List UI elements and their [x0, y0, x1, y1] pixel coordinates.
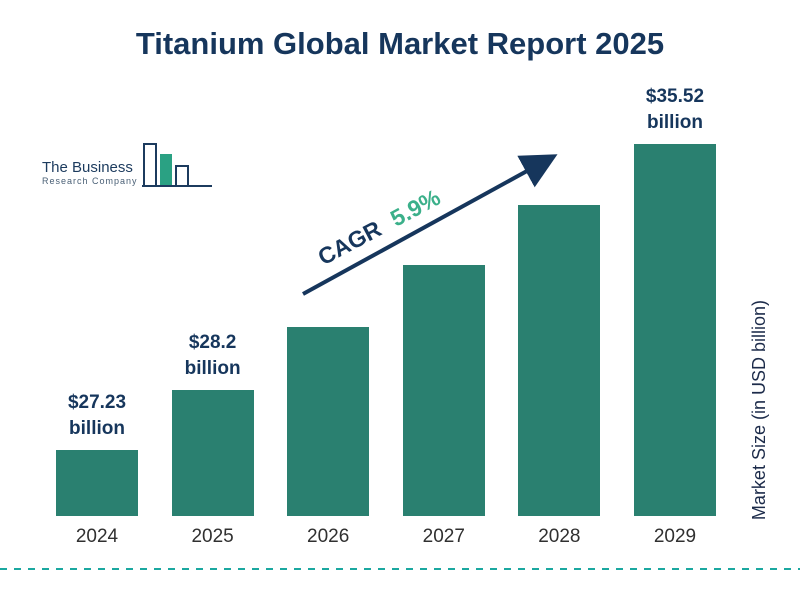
cagr-arrow-icon	[302, 154, 558, 296]
page-title: Titanium Global Market Report 2025	[135, 26, 665, 61]
x-axis-tick-label-2026: 2026	[307, 526, 350, 547]
bar-2026	[287, 327, 370, 516]
bar-2027	[402, 265, 485, 516]
bar-column-2024: $27.23 billion 2024	[55, 390, 139, 548]
bar-value-label-2024: $27.23 billion	[67, 392, 127, 439]
bottom-dashed-line	[0, 568, 800, 570]
bars-row: $27.23 billion 2024 $28.2 billion 2025 2026 202…	[55, 84, 717, 548]
logo-text-line2: Research Company	[42, 176, 138, 186]
bar-value-label-2029: $35.52 billion	[645, 86, 705, 133]
bar-value-label-2025: $28.2 billion	[184, 332, 241, 379]
bar-column-2028: 2028	[517, 205, 601, 548]
bar-column-2026: 2026	[286, 327, 370, 548]
x-axis-tick-label-2027: 2027	[422, 526, 465, 547]
logo-bar-chart-icon	[141, 143, 212, 187]
bar-column-2027: 2027	[402, 265, 486, 548]
bar-column-2029: $35.52 billion 2029	[633, 84, 717, 548]
x-axis-tick-label-2029: 2029	[653, 526, 697, 547]
logo-text: The Business Research Company	[42, 159, 138, 196]
x-axis-tick-label-2028: 2028	[538, 526, 581, 547]
bar-2029	[633, 144, 716, 516]
bar-2028	[518, 205, 601, 516]
bar-2024	[56, 450, 138, 516]
x-axis-tick-label-2025: 2025	[191, 526, 234, 547]
logo: The Business Research Company	[42, 138, 214, 196]
logo-text-line1: The Business	[42, 159, 133, 176]
bar-column-2025: $28.2 billion 2025	[171, 330, 255, 548]
y-axis-label: Market Size (in USD billion)	[749, 299, 769, 520]
x-axis-tick-label-2024: 2024	[75, 526, 119, 547]
bar-2025	[171, 390, 254, 516]
